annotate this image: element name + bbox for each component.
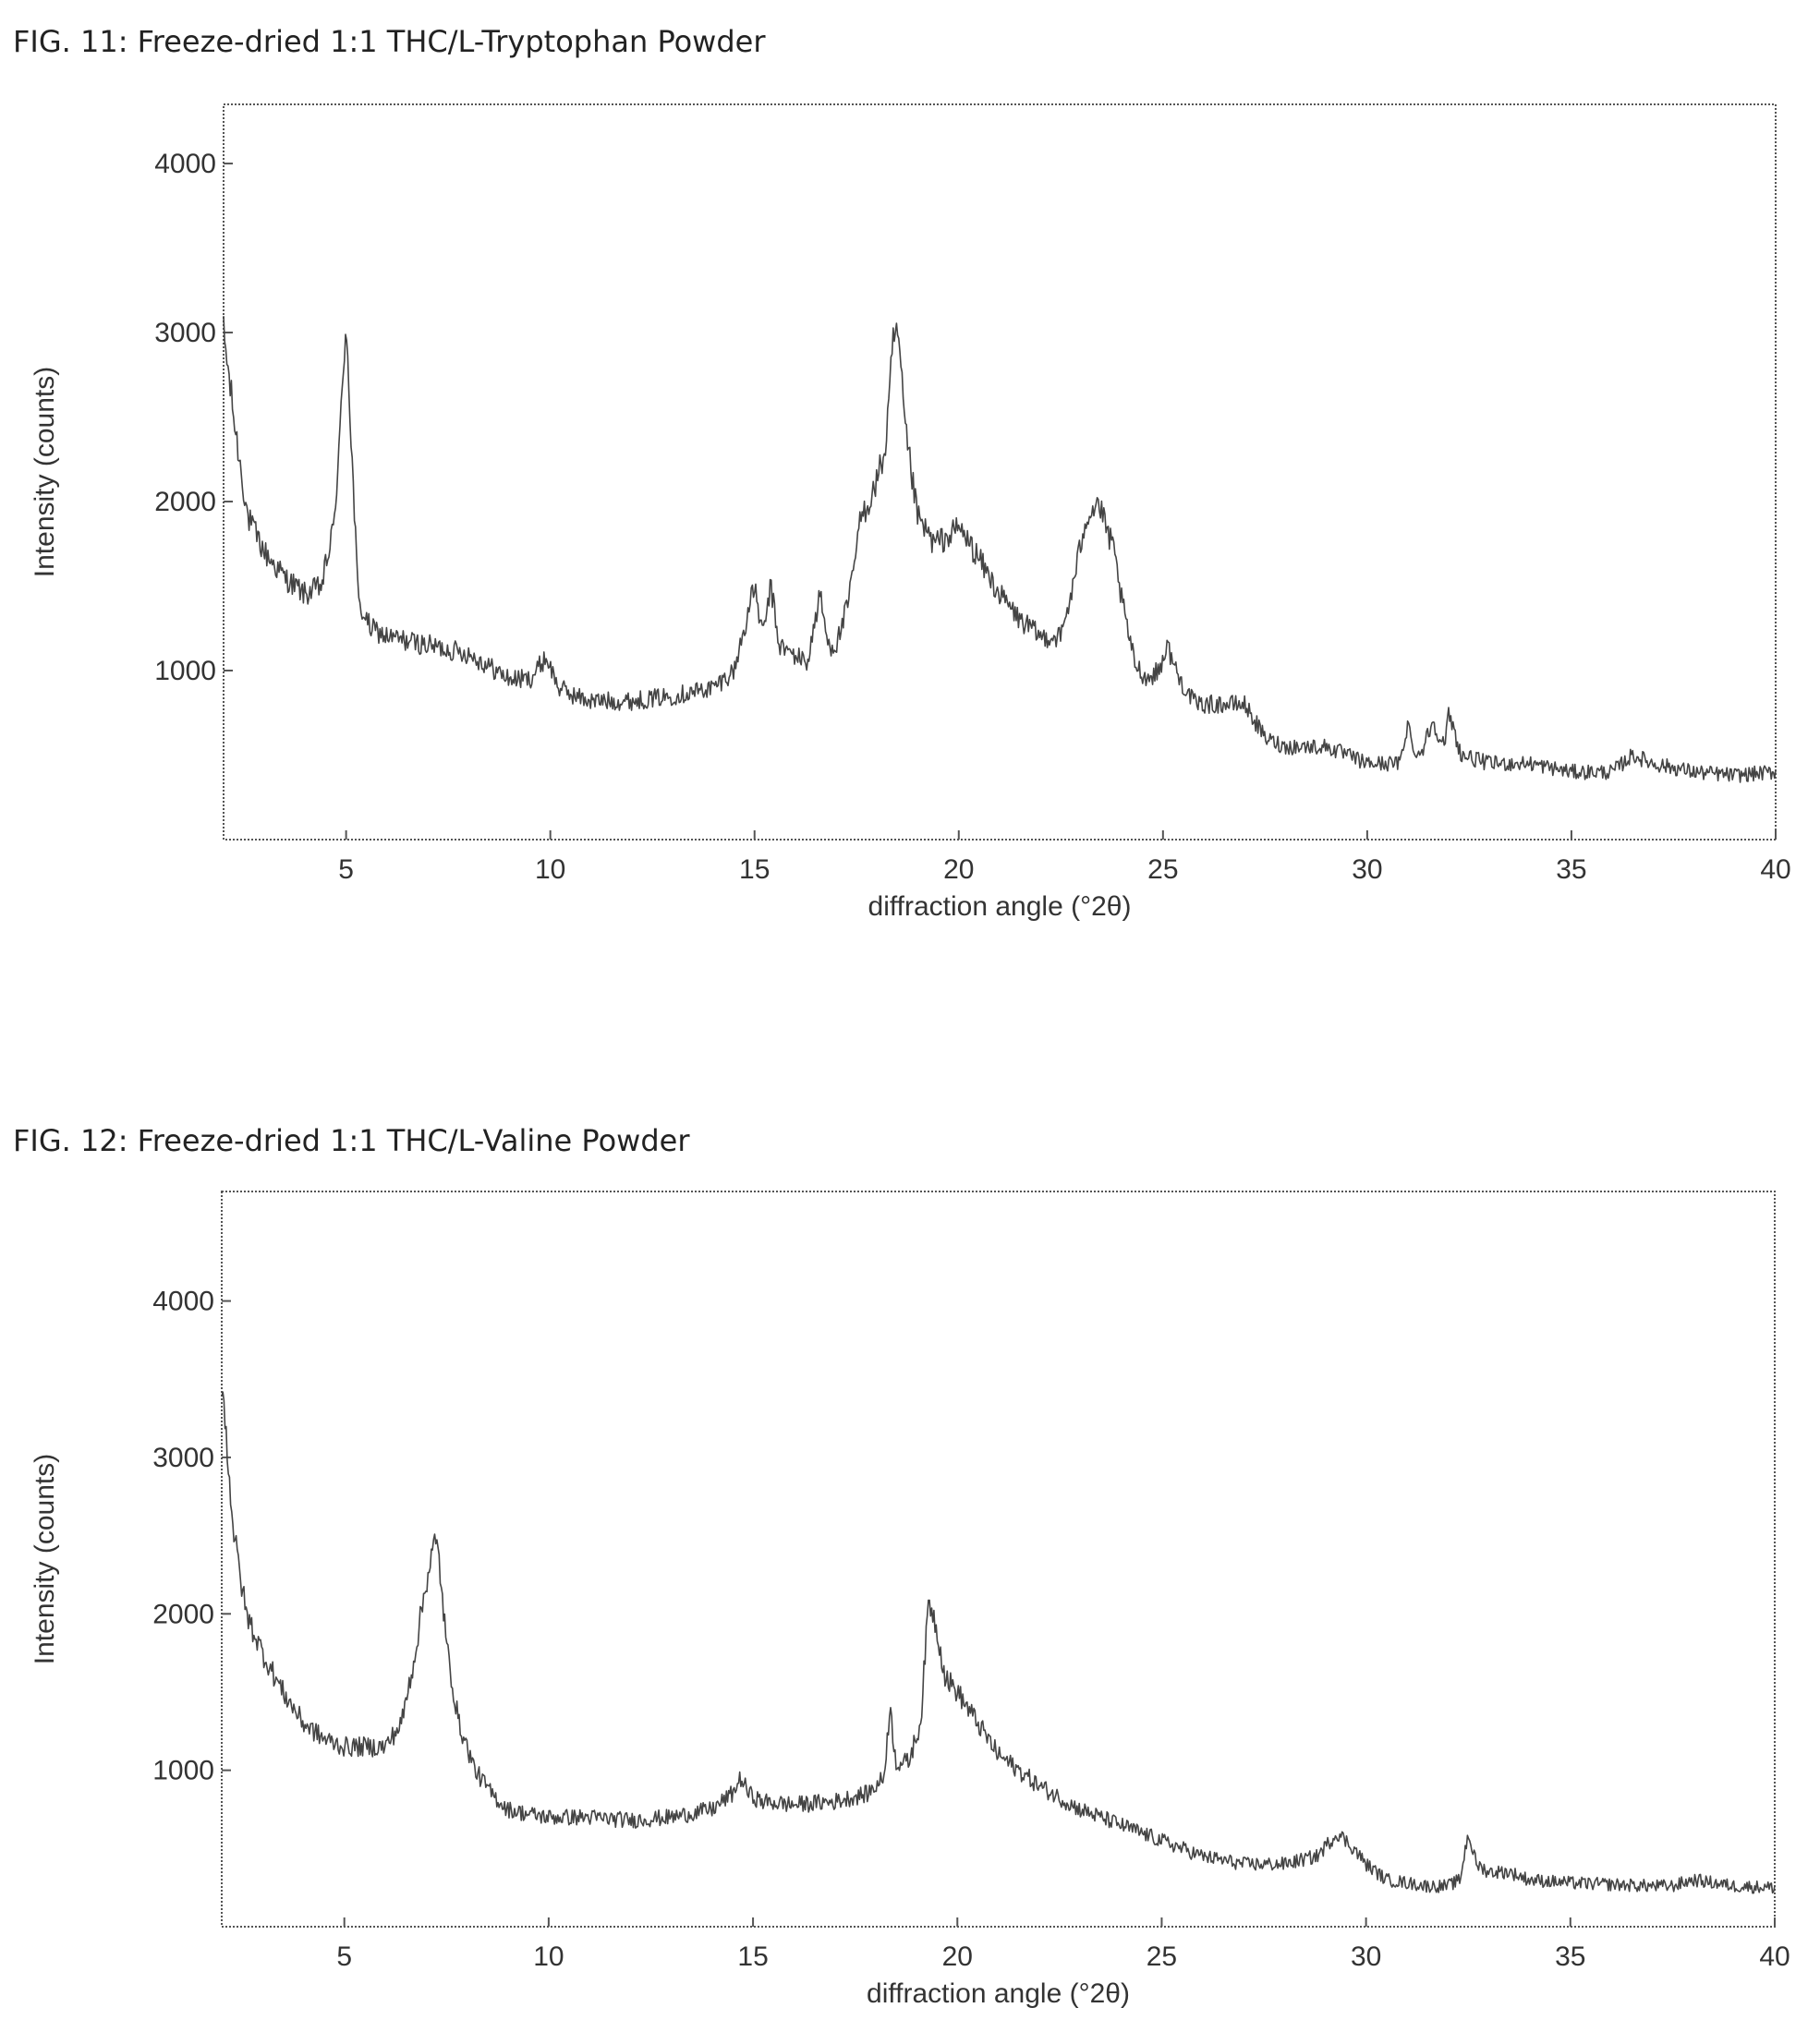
plot-frame	[221, 1191, 1776, 1928]
y-axis-title: Intensity (counts)	[30, 367, 60, 577]
x-tick-label: 35	[1555, 1941, 1585, 1972]
figure-caption-fig-11: FIG. 11: Freeze-dried 1:1 THC/L-Tryptoph…	[13, 24, 766, 59]
x-tick-label: 25	[1147, 854, 1178, 885]
plot-frame	[223, 103, 1777, 841]
y-tick-label: 4000	[154, 149, 216, 179]
x-tick-label: 15	[737, 1941, 768, 1972]
x-tick-label: 15	[739, 854, 770, 885]
y-tick-label: 3000	[154, 318, 216, 348]
x-tick-label: 5	[338, 854, 354, 885]
x-tick-label: 20	[942, 1941, 973, 1972]
x-tick-label: 40	[1759, 1941, 1790, 1972]
x-axis-title: diffraction angle (°2θ)	[868, 891, 1132, 922]
x-tick-label: 10	[535, 854, 565, 885]
y-tick-label: 1000	[154, 656, 216, 686]
diffraction-series-line	[221, 1391, 1776, 1894]
x-tick-label: 30	[1351, 1941, 1381, 1972]
y-tick-label: 4000	[152, 1287, 214, 1317]
x-axis-title: diffraction angle (°2θ)	[867, 1978, 1130, 2009]
y-axis-title: Intensity (counts)	[30, 1454, 60, 1664]
y-tick-label: 2000	[154, 487, 216, 517]
x-tick-label: 5	[336, 1941, 352, 1972]
chart-fig-11: 5 10 15 20 25 30 35 40 1000 2000 3000 4000 diffracti…	[30, 103, 1791, 922]
x-tick-label: 20	[943, 854, 974, 885]
y-tick-label: 1000	[152, 1756, 214, 1786]
y-tick-label: 3000	[152, 1443, 214, 1473]
x-tick-label: 10	[533, 1941, 564, 1972]
x-tick-label: 40	[1760, 854, 1790, 885]
figure-caption-fig-12: FIG. 12: Freeze-dried 1:1 THC/L-Valine P…	[13, 1123, 690, 1158]
x-tick-label: 35	[1556, 854, 1586, 885]
chart-fig-12: 5 10 15 20 25 30 35 40 1000 2000 3000 4000 diffracti…	[30, 1191, 1790, 2009]
diffraction-series-line	[223, 316, 1777, 783]
x-tick-label: 30	[1352, 854, 1382, 885]
y-tick-label: 2000	[152, 1599, 214, 1629]
x-tick-label: 25	[1147, 1941, 1177, 1972]
